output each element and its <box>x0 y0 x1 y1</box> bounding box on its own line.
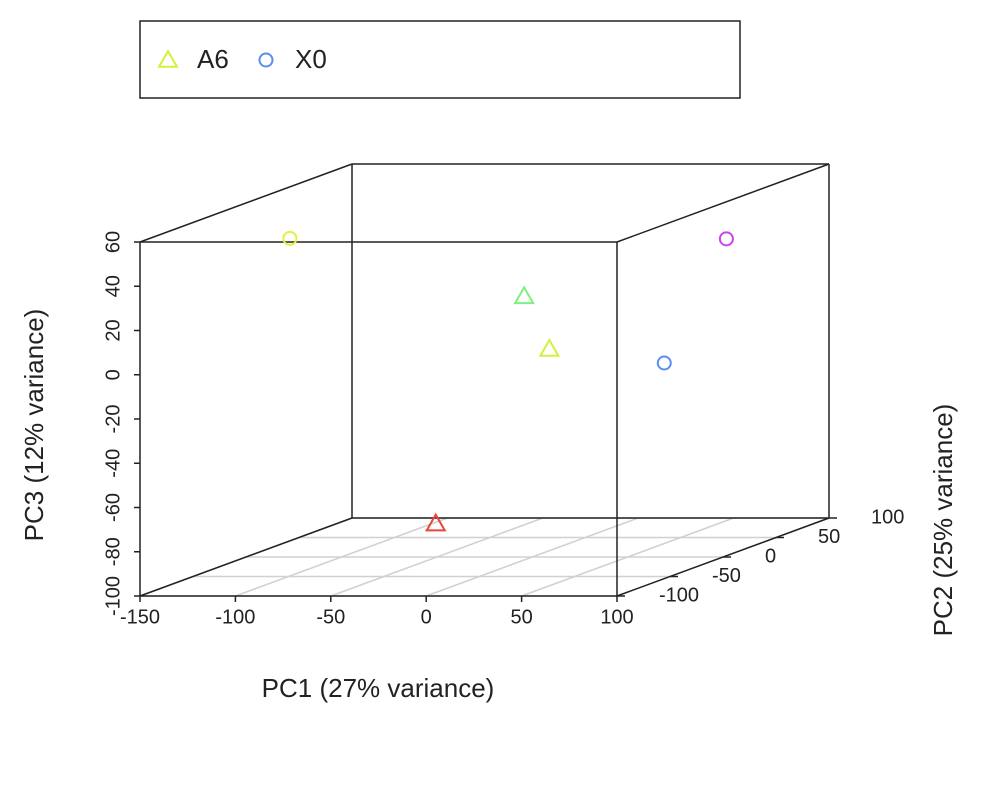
x-tick-label: 50 <box>510 606 532 628</box>
point <box>718 231 734 247</box>
x-tick-label: -150 <box>120 606 160 628</box>
legend-label: A6 <box>197 44 229 74</box>
x-tick-label: -100 <box>215 606 255 628</box>
y-tick-label: -100 <box>659 584 699 606</box>
point <box>513 285 535 305</box>
point <box>538 338 561 357</box>
z-tick-label: 40 <box>102 275 124 297</box>
point <box>282 230 298 246</box>
box-edge <box>139 163 353 243</box>
z-tick-label: -60 <box>102 493 124 522</box>
box-edge <box>139 517 353 597</box>
x-tick-label: -50 <box>316 606 345 628</box>
legend-label: X0 <box>295 44 327 74</box>
x-tick-label: 100 <box>600 606 633 628</box>
legend-marker <box>157 48 179 68</box>
point <box>425 512 447 532</box>
y-axis-label: PC2 (25% variance) <box>928 404 958 637</box>
box-edge <box>616 163 830 243</box>
z-tick-label: -40 <box>102 449 124 478</box>
legend-box <box>139 20 741 99</box>
z-tick-label: 0 <box>102 369 124 380</box>
y-tick-label: 0 <box>765 545 776 567</box>
legend-marker <box>258 52 274 68</box>
z-tick-label: 60 <box>102 231 124 253</box>
y-tick-label: 100 <box>871 506 904 528</box>
z-tick-label: -20 <box>102 405 124 434</box>
z-tick-label: -80 <box>102 537 124 566</box>
z-axis-label: PC3 (12% variance) <box>19 309 49 542</box>
y-tick-label: -50 <box>712 565 741 587</box>
x-tick-label: 0 <box>421 606 432 628</box>
y-tick-label: 50 <box>818 526 840 548</box>
z-tick-label: 20 <box>102 319 124 341</box>
z-tick-label: -100 <box>102 576 124 616</box>
x-axis-label: PC1 (27% variance) <box>262 673 495 703</box>
point <box>656 355 672 371</box>
